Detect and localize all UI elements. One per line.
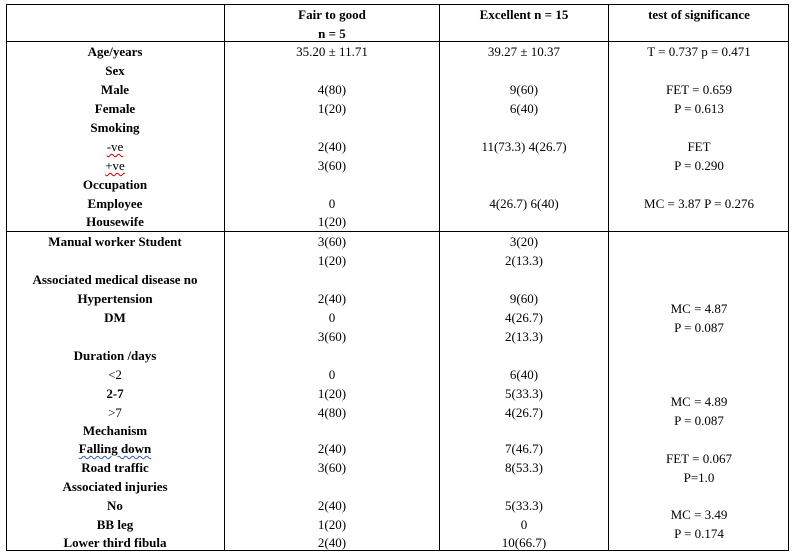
cell-student-excellent: 2(13.3) (505, 253, 543, 268)
cell-dm-fair: 3(60) (317, 329, 347, 344)
results-table: Fair to good n = 5 Excellent n = 15 test… (6, 4, 789, 551)
smoking-negative-text: -ve (106, 139, 124, 154)
cell-2-7-excellent: 5(33.3) (505, 386, 543, 401)
row-label-no: No (107, 498, 123, 513)
cell-sex-significance-2: P = 0.613 (674, 101, 724, 116)
cell-dm-excellent: 2(13.3) (505, 329, 543, 344)
cell-employee-excellent: 4(26.7) 6(40) (489, 196, 559, 211)
column-divider-1 (224, 4, 225, 551)
section-divider (6, 231, 789, 232)
cell-smoking-significance-1: FET (687, 139, 711, 154)
row-label-falling-down: Falling down (6, 439, 224, 458)
cell-amd-no-fair: 2(40) (317, 291, 347, 306)
cell-age-significance: T = 0.737 p = 0.471 (647, 44, 751, 59)
row-label-lower-third-fibula: Lower third fibula (63, 535, 167, 550)
cell-manual-fair: 3(60) (317, 234, 347, 249)
cell-age-fair: 35.20 ± 11.71 (296, 44, 368, 59)
cell-bb-fair: 1(20) (317, 517, 347, 532)
cell-male-fair: 4(80) (317, 82, 347, 97)
cell-amd-significance-2: P = 0.087 (674, 320, 724, 335)
table-border-left (6, 4, 7, 551)
falling-down-text: Falling down (78, 441, 152, 456)
row-label-male: Male (100, 82, 130, 97)
row-label-employee: Employee (87, 196, 143, 211)
cell-hypertension-fair: 0 (328, 310, 336, 325)
row-label-bb-leg: BB leg (96, 517, 134, 532)
cell-male-excellent: 9(60) (509, 82, 539, 97)
cell-fibula-excellent: 10(66.7) (501, 535, 547, 550)
row-label-manual-worker-student: Manual worker Student (48, 234, 182, 249)
cell-falling-excellent: 7(46.7) (505, 441, 543, 456)
column-divider-2 (439, 4, 440, 551)
cell-smoking-significance-2: P = 0.290 (674, 158, 724, 173)
cell-amd-significance-1: MC = 4.87 (670, 301, 728, 316)
cell-manual-excellent: 3(20) (509, 234, 539, 249)
table-border-right (788, 4, 789, 551)
cell-gt7-excellent: 4(26.7) (505, 405, 543, 420)
column-divider-3 (608, 4, 609, 551)
row-label-associated-injuries: Associated injuries (62, 479, 168, 494)
cell-occupation-significance: MC = 3.87 P = 0.276 (644, 196, 754, 211)
header-significance: test of significance (648, 7, 750, 22)
cell-duration-significance-1: MC = 4.89 (670, 394, 728, 409)
cell-no-excellent: 5(33.3) (505, 498, 543, 513)
cell-student-fair: 1(20) (317, 253, 347, 268)
row-label-smoking: Smoking (90, 120, 140, 135)
cell-bb-excellent: 0 (520, 517, 528, 532)
cell-female-excellent: 6(40) (509, 101, 539, 116)
cell-amd-no-excellent: 9(60) (509, 291, 539, 306)
cell-injuries-significance-2: P = 0.174 (674, 526, 724, 541)
cell-road-fair: 3(60) (317, 460, 347, 475)
row-label-female: Female (94, 101, 136, 116)
row-label-housewife: Housewife (86, 214, 144, 229)
cell-mechanism-significance-1: FET = 0.067 (666, 451, 732, 466)
cell-smoking-negative-fair: 2(40) (317, 139, 347, 154)
cell-duration-significance-2: P = 0.087 (674, 413, 724, 428)
row-label-mechanism: Mechanism (82, 423, 148, 438)
row-label-smoking-negative: -ve (6, 137, 224, 156)
row-label-smoking-positive: +ve (6, 156, 224, 175)
cell-smoking-excellent: 11(73.3) 4(26.7) (481, 139, 567, 154)
row-label-age: Age/years (87, 44, 143, 59)
cell-female-fair: 1(20) (317, 101, 347, 116)
header-divider (6, 41, 789, 42)
row-label-road-traffic: Road traffic (81, 460, 149, 475)
cell-lt2-excellent: 6(40) (509, 367, 539, 382)
cell-injuries-significance-1: MC = 3.49 (670, 507, 728, 522)
cell-housewife-fair: 1(20) (317, 214, 347, 229)
cell-sex-significance-1: FET = 0.659 (666, 82, 732, 97)
header-excellent: Excellent n = 15 (479, 7, 569, 22)
table-border-top (6, 4, 789, 5)
row-label-duration-2-7: 2-7 (106, 386, 124, 401)
smoking-positive-text: +ve (105, 158, 125, 173)
row-label-duration-lt2: <2 (108, 367, 122, 382)
header-fair-n: n = 5 (318, 26, 346, 41)
row-label-dm: DM (104, 310, 126, 325)
cell-age-excellent: 39.27 ± 10.37 (487, 44, 561, 59)
table-border-bottom (6, 550, 789, 551)
row-label-duration: Duration /days (73, 348, 157, 363)
cell-2-7-fair: 1(20) (317, 386, 347, 401)
cell-smoking-positive-fair: 3(60) (317, 158, 347, 173)
row-label-sex: Sex (105, 63, 125, 78)
row-label-duration-gt7: >7 (108, 405, 122, 420)
row-label-occupation: Occupation (82, 177, 148, 192)
cell-fibula-fair: 2(40) (317, 535, 347, 550)
header-fair-to-good: Fair to good (298, 7, 366, 22)
cell-road-excellent: 8(53.3) (505, 460, 543, 475)
cell-hypertension-excellent: 4(26.7) (505, 310, 543, 325)
cell-lt2-fair: 0 (328, 367, 336, 382)
row-label-hypertension: Hypertension (77, 291, 153, 306)
cell-falling-fair: 2(40) (317, 441, 347, 456)
cell-employee-fair: 0 (328, 196, 336, 211)
cell-mechanism-significance-2: P=1.0 (683, 470, 715, 485)
cell-no-fair: 2(40) (317, 498, 347, 513)
cell-gt7-fair: 4(80) (317, 405, 347, 420)
row-label-associated-medical-disease: Associated medical disease no (32, 272, 198, 287)
